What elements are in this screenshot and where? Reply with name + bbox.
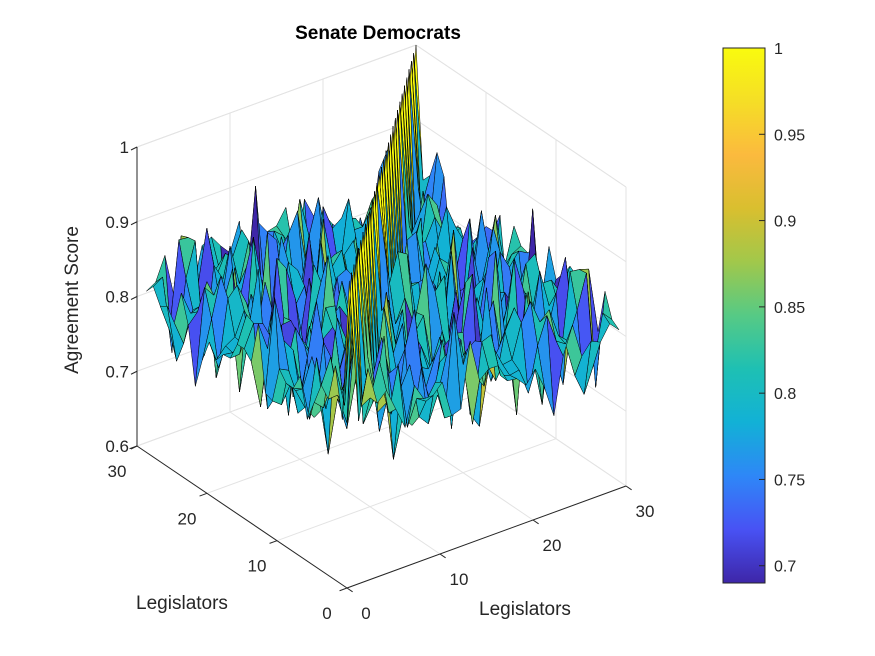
z-tick-label: 0.6 [105, 437, 129, 456]
grid-line [276, 438, 557, 542]
y-tick-label: 0 [322, 604, 331, 623]
colorbar-tick-label: 1 [774, 41, 783, 58]
colorbar: 0.7 0.75 0.8 0.85 0.9 0.95 1 [722, 41, 805, 584]
z-tick-label: 0.8 [105, 288, 129, 307]
x-tick-label: 30 [636, 502, 655, 521]
y-tick-mark [339, 587, 348, 592]
z-tick-mark [130, 146, 138, 151]
z-tick-label: 1 [120, 138, 129, 157]
x-axis-line [346, 485, 627, 589]
surface-patch [342, 272, 359, 422]
grid-line [136, 119, 417, 223]
colorbar-ticks: 0.7 0.75 0.8 0.85 0.9 0.95 1 [759, 41, 805, 576]
colorbar-tick-label: 0.8 [774, 386, 796, 403]
x-tick-mark [346, 587, 353, 593]
z-tick-mark [130, 445, 138, 450]
z-tick-mark [130, 370, 138, 375]
z-tick-mark [130, 296, 138, 300]
tick-labels: 0 10 20 30 0 10 20 30 0.6 0.7 0.8 0.9 1 [105, 138, 654, 623]
y-tick-label: 20 [178, 509, 197, 528]
y-axis-label: Legislators [136, 593, 228, 614]
chart-title: Senate Democrats [295, 23, 461, 44]
z-tick-label: 0.9 [105, 213, 129, 232]
grid-line [229, 411, 441, 555]
x-tick-label: 20 [543, 536, 562, 555]
x-axis-label: Legislators [479, 599, 571, 620]
colorbar-scale [722, 47, 766, 584]
x-tick-mark [532, 519, 539, 525]
grid-line [206, 390, 487, 494]
y-axis-line [136, 445, 348, 589]
colorbar-tick-label: 0.75 [774, 472, 805, 489]
surface-plot [146, 44, 620, 460]
y-tick-label: 10 [248, 557, 267, 576]
z-axis-label: Agreement Score [62, 226, 83, 374]
colorbar-tick-label: 0.7 [774, 559, 796, 576]
x-tick-label: 10 [450, 570, 469, 589]
z-tick-label: 0.7 [105, 362, 129, 381]
x-tick-mark [625, 485, 632, 491]
z-tick-mark [130, 221, 138, 226]
colorbar-tick-label: 0.85 [774, 300, 805, 317]
y-tick-label: 30 [108, 462, 127, 481]
y-tick-mark [269, 540, 278, 544]
y-tick-mark [199, 492, 208, 497]
grid-line [415, 119, 627, 263]
colorbar-tick-label: 0.9 [774, 214, 796, 231]
x-tick-label: 0 [361, 604, 370, 623]
colorbar-tick-label: 0.95 [774, 127, 805, 144]
x-tick-mark [439, 553, 446, 559]
